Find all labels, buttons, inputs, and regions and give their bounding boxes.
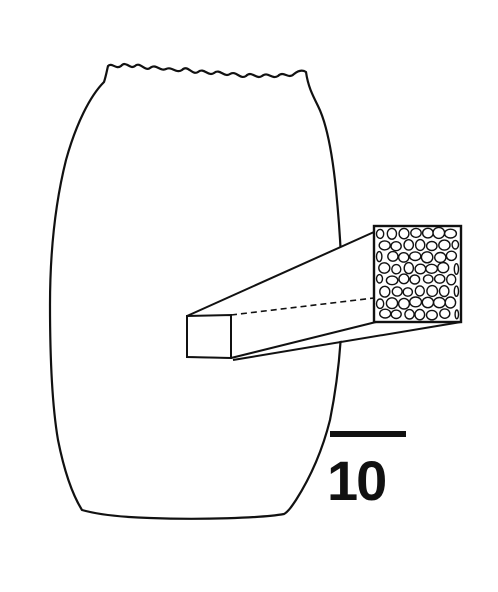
tissue-cell bbox=[409, 274, 421, 285]
prism-top-edge-right bbox=[230, 297, 375, 316]
tissue-cell bbox=[397, 251, 410, 263]
tissue-cell bbox=[432, 296, 446, 309]
tissue-cell bbox=[454, 309, 460, 320]
tissue-cell bbox=[414, 285, 425, 297]
tissue-cell bbox=[443, 228, 458, 239]
tissue-cell bbox=[385, 275, 399, 286]
prism-bottom-edge-front bbox=[232, 321, 462, 361]
tissue-cell bbox=[445, 250, 458, 262]
tissue-cell bbox=[414, 263, 427, 275]
tissue-cell bbox=[375, 273, 384, 284]
tissue-cell bbox=[432, 226, 446, 240]
tissue-cell bbox=[391, 286, 403, 297]
specimen-body bbox=[48, 62, 344, 520]
tissue-cell bbox=[438, 239, 451, 251]
scale-bar: 10 bbox=[327, 431, 406, 512]
tissue-cell bbox=[403, 261, 415, 275]
tissue-cell bbox=[453, 263, 460, 276]
tissue-cell bbox=[422, 274, 434, 284]
tissue-cell bbox=[414, 308, 426, 321]
tissue-cell bbox=[451, 239, 460, 250]
tissue-cell bbox=[426, 284, 439, 298]
tissue-cell bbox=[387, 250, 399, 262]
tissue-cell bbox=[404, 308, 415, 320]
tissue-cell bbox=[409, 296, 423, 308]
tissue-cell bbox=[375, 298, 385, 310]
prism-top-edge-left bbox=[186, 231, 375, 317]
tissue-cell bbox=[390, 309, 402, 320]
prism-hidden-edge bbox=[186, 356, 232, 359]
tissue-cell bbox=[421, 227, 434, 239]
tissue-cell bbox=[414, 238, 426, 252]
body-outline bbox=[48, 62, 344, 520]
tissue-cell bbox=[438, 285, 450, 298]
tissue-cell bbox=[379, 308, 392, 319]
tissue-cell bbox=[410, 227, 422, 239]
tissue-cell bbox=[439, 308, 451, 319]
tissue-cell bbox=[408, 251, 422, 262]
tissue-cell bbox=[433, 251, 447, 264]
tissue-cell bbox=[391, 263, 402, 275]
cross-section-prism bbox=[186, 224, 463, 361]
tissue-cell bbox=[398, 227, 410, 240]
tissue-cell bbox=[425, 263, 439, 274]
tissue-cell bbox=[444, 296, 457, 309]
tissue-cell bbox=[375, 228, 385, 240]
tissue-cell bbox=[385, 297, 399, 310]
tissue-cell bbox=[379, 285, 391, 298]
scale-bar-label: 10 bbox=[327, 449, 385, 512]
tissue-cell bbox=[375, 250, 383, 263]
scale-bar-line bbox=[330, 431, 406, 437]
tissue-cell bbox=[446, 273, 457, 286]
tissue-cell bbox=[421, 296, 435, 309]
cell-texture bbox=[375, 226, 460, 321]
tissue-cell bbox=[378, 262, 391, 274]
tissue-cell bbox=[437, 261, 450, 274]
tissue-cell bbox=[398, 273, 410, 285]
tissue-cell bbox=[378, 240, 391, 251]
tissue-cell bbox=[386, 227, 398, 240]
tissue-cell bbox=[425, 309, 439, 321]
tissue-cell bbox=[453, 285, 460, 298]
tissue-cell bbox=[397, 297, 411, 310]
tissue-cell bbox=[390, 240, 402, 252]
tissue-cell bbox=[402, 287, 414, 297]
tissue-cell bbox=[425, 240, 438, 252]
tissue-cell bbox=[433, 273, 446, 284]
tissue-cell bbox=[403, 238, 415, 251]
prism-bottom-edge bbox=[230, 321, 377, 359]
tissue-cell bbox=[420, 251, 434, 264]
